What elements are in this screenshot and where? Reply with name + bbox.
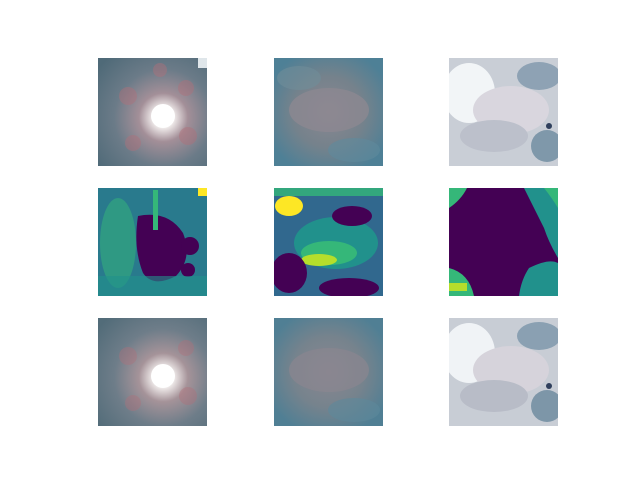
reconstruction-image-white-clouds — [449, 318, 558, 426]
mask-heatmap-grey-cloud — [274, 188, 383, 296]
input-image-sun-glare — [98, 58, 207, 166]
reconstruction-image-sun-glare — [98, 318, 207, 426]
mask-heatmap-white-clouds — [449, 188, 558, 296]
mask-heatmap-sun-glare — [98, 188, 207, 296]
input-image-white-clouds — [449, 58, 558, 166]
reconstruction-image-grey-cloud — [274, 318, 383, 426]
input-image-grey-cloud — [274, 58, 383, 166]
